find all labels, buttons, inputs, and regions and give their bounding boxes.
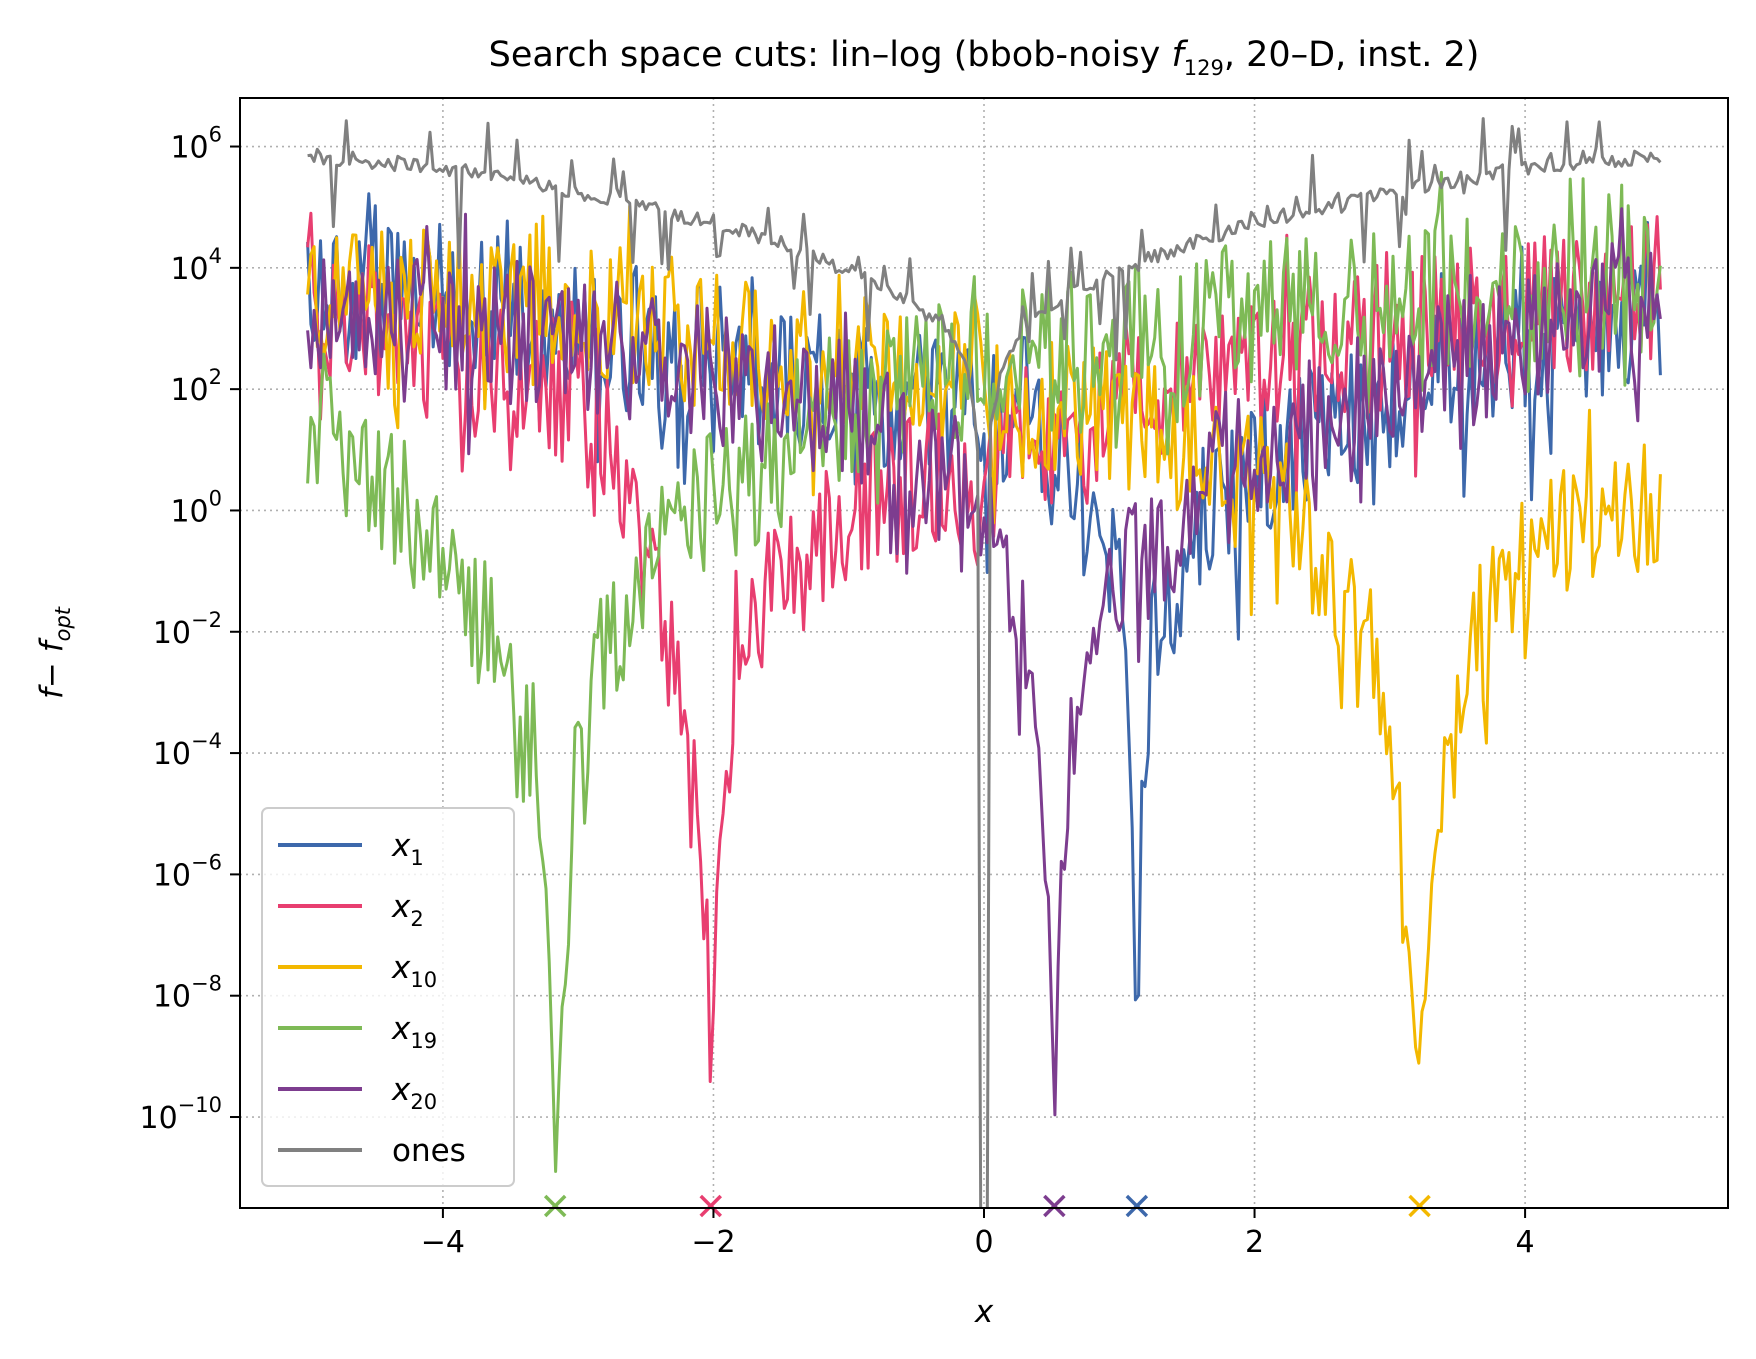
series-line-ones	[307, 117, 1662, 1208]
x-tick-label: 0	[974, 1225, 993, 1260]
y-tick-label: 10−10	[139, 1093, 222, 1136]
optimum-marker-1	[1125, 1194, 1149, 1218]
optimum-markers	[543, 1194, 1431, 1218]
y-tick-label: 100	[170, 486, 222, 529]
y-tick-label: 102	[170, 365, 222, 408]
optimum-marker-19	[543, 1194, 567, 1218]
x-axis-label: x	[974, 1294, 994, 1330]
y-tick-label: 10−6	[153, 850, 222, 893]
x-tick-label: −2	[691, 1225, 735, 1260]
series-line-19	[306, 170, 1662, 1173]
y-tick-label: 10−8	[153, 972, 222, 1015]
optimum-marker-20	[1043, 1194, 1066, 1218]
legend-label: x2	[391, 889, 424, 931]
legend-entry-1: x1	[278, 828, 424, 870]
plot-lines	[306, 117, 1662, 1208]
legend-entry-20: x20	[278, 1072, 437, 1114]
chart-title: Search space cuts: lin–log (bbob-noisy f…	[489, 35, 1480, 80]
optimum-marker-10	[1408, 1194, 1431, 1218]
x-tick-label: −4	[421, 1225, 465, 1260]
x-axis: −4 −2 0 2 4	[421, 1208, 1535, 1260]
y-axis: 106 104 102 100 10−2 10−4 10−6 10−8 10−10	[139, 123, 240, 1136]
x-tick-label: 4	[1516, 1225, 1535, 1260]
legend-frame	[261, 807, 515, 1187]
x-tick-label: 2	[1245, 1225, 1264, 1260]
y-tick-label: 104	[170, 244, 222, 287]
legend-label: ones	[392, 1133, 466, 1169]
y-tick-label: 10−2	[153, 608, 222, 651]
legend-entry-2: x2	[278, 889, 424, 931]
legend-entry-10: x10	[278, 950, 437, 992]
legend-label: x20	[391, 1072, 437, 1114]
y-tick-label: 10−4	[153, 729, 222, 772]
legend-entry-19: x19	[278, 1011, 437, 1053]
optimum-marker-2	[699, 1194, 722, 1218]
y-tick-label: 106	[170, 123, 222, 166]
legend-label: x10	[391, 950, 437, 992]
legend-entry-ones: ones	[278, 1133, 466, 1169]
legend-label: x19	[391, 1011, 437, 1053]
series-line-20	[306, 207, 1662, 1117]
legend: x1 x2 x10 x19 x20 ones	[261, 807, 515, 1187]
legend-label: x1	[391, 828, 424, 870]
